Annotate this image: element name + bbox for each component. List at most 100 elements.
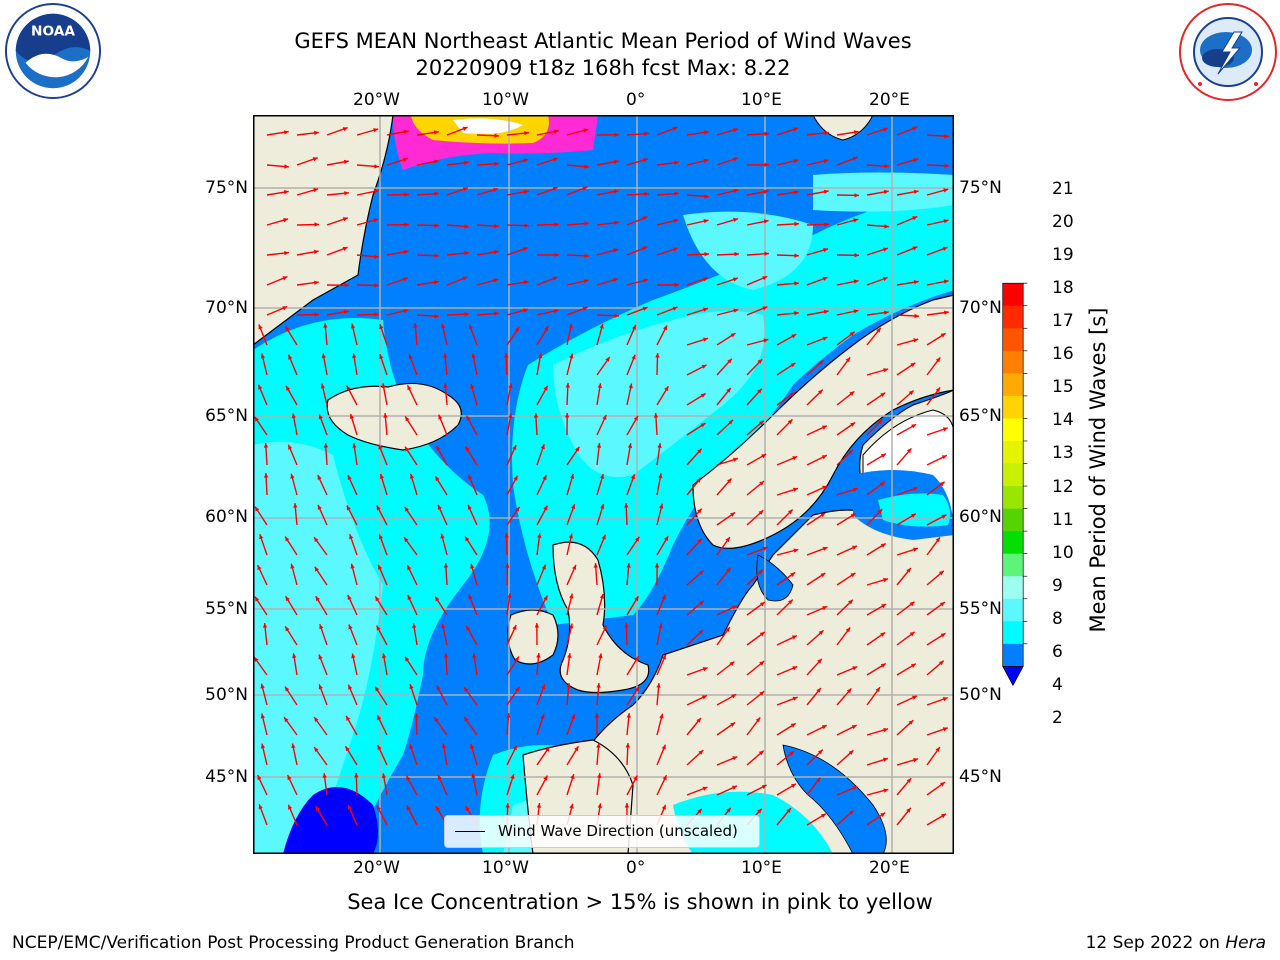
wind-wave-arrowhead [653, 413, 659, 418]
lat-tick-left: 65°N [205, 406, 248, 426]
wind-wave-arrowhead [700, 423, 706, 428]
wind-wave-arrowhead [292, 653, 297, 659]
lat-tick-left: 60°N [205, 507, 248, 527]
wind-wave-arrowhead [944, 134, 949, 139]
wind-wave-arrowhead [759, 632, 765, 637]
map-panel [253, 115, 954, 854]
wind-wave-arrowhead [601, 534, 606, 540]
wind-wave-arrowhead [412, 623, 417, 629]
wind-wave-arrowhead [283, 190, 289, 195]
wind-wave-arrowhead [883, 127, 888, 132]
wind-wave-arrowhead [939, 602, 945, 607]
wind-wave-arrowhead [624, 803, 630, 808]
wind-wave-arrowhead [726, 807, 731, 813]
wind-wave-arrowhead [845, 627, 851, 633]
wind-wave-arrowhead [757, 359, 763, 364]
wind-wave-arrowhead [409, 744, 414, 750]
wind-wave-arrowhead [726, 387, 731, 393]
colorbar-tick-label: 10 [1052, 542, 1074, 563]
wind-wave-arrowhead [403, 308, 409, 314]
wind-wave-arrowhead [545, 746, 550, 752]
wind-wave-arrowhead [464, 312, 469, 317]
wind-wave-arrowhead [494, 161, 499, 167]
wind-wave-arrowhead [441, 323, 446, 329]
wind-wave-arrowhead [794, 190, 799, 195]
wind-wave-arrowhead [733, 457, 738, 462]
wind-wave-arrowhead [441, 623, 446, 629]
wind-wave-arrowhead [911, 424, 917, 429]
sea-ice-region [453, 118, 523, 134]
wind-wave-arrowhead [913, 758, 919, 763]
wind-wave-arrowhead [853, 309, 859, 314]
colorbar-extend-arrow [1002, 666, 1024, 687]
wind-wave-arrowhead [373, 218, 379, 223]
lon-tick-top: 0° [626, 90, 646, 110]
wind-wave-arrowhead [793, 548, 799, 553]
wind-wave-arrowhead [322, 773, 327, 778]
wind-wave-arrowhead [406, 805, 411, 811]
wind-wave-arrowhead [493, 250, 499, 255]
colorbar-tick-label: 13 [1052, 443, 1074, 464]
wind-wave-arrowhead [698, 630, 704, 635]
wind-wave-arrowhead [912, 246, 918, 251]
colorbar-swatch [1002, 328, 1024, 352]
wind-wave-arrowhead [853, 130, 859, 135]
wind-wave-arrowhead [540, 444, 545, 450]
wind-wave-arrowhead [436, 685, 441, 691]
wind-wave-arrowhead [538, 353, 543, 359]
noaa-logo: NOAA [4, 2, 102, 100]
wind-wave-arrowhead [657, 443, 662, 448]
wind-wave-arrowhead [594, 713, 600, 718]
wind-wave-arrowhead [524, 131, 529, 136]
wind-wave-arrowhead [698, 750, 704, 755]
wind-wave-arrowhead [704, 252, 709, 257]
wind-wave-arrowhead [565, 383, 570, 388]
wind-wave-arrowhead [880, 392, 886, 397]
wind-wave-arrowhead [877, 509, 883, 514]
wind-wave-arrowhead [505, 803, 510, 808]
date-stamp-text: 12 Sep 2022 on [1085, 933, 1220, 953]
wind-wave-arrowhead [883, 728, 889, 733]
wind-wave-arrowhead [584, 253, 589, 258]
wind-wave-arrowhead [700, 393, 706, 398]
wind-wave-arrowhead [852, 156, 858, 161]
wind-wave-arrowhead [664, 386, 669, 392]
wind-wave-arrowhead [935, 387, 941, 393]
wind-wave-arrowhead [376, 625, 381, 631]
wind-wave-arrowhead [522, 247, 528, 252]
wind-wave-arrowhead [758, 750, 764, 756]
wind-wave-arrowhead [283, 218, 289, 223]
colorbar-tick-label: 20 [1052, 212, 1074, 233]
date-stamp: 12 Sep 2022 on Hera [1086, 933, 1266, 953]
colorbar-tick-label: 6 [1052, 641, 1063, 662]
wind-wave-arrowhead [348, 804, 352, 810]
wind-wave-arrowhead [912, 487, 918, 492]
wave-period-region [878, 493, 951, 527]
wind-wave-arrowhead [883, 368, 889, 373]
wind-wave-arrowhead [374, 254, 379, 259]
wind-wave-arrowhead [730, 722, 736, 727]
wind-wave-arrowhead [315, 596, 320, 602]
wind-wave-arrowhead [906, 807, 911, 813]
wind-wave-arrowhead [659, 503, 664, 509]
map-subtitle: 20220909 t18z 168h fcst Max: 8.22 [415, 56, 791, 80]
wind-wave-arrowhead [733, 128, 739, 133]
wind-wave-arrowhead [674, 191, 679, 196]
wind-wave-arrowhead [541, 564, 546, 570]
wind-wave-arrowhead [288, 804, 293, 810]
ireland-land [507, 609, 559, 665]
wind-wave-arrowhead [599, 473, 605, 479]
wind-wave-arrowhead [569, 353, 574, 359]
wind-wave-arrowhead [542, 475, 547, 481]
wind-wave-arrowhead [880, 812, 886, 817]
wind-wave-arrowhead [822, 276, 828, 281]
wind-wave-arrowhead [624, 503, 629, 508]
wind-wave-arrowhead [523, 308, 529, 313]
wind-wave-arrowhead [437, 504, 442, 510]
wind-wave-arrowhead [554, 252, 559, 258]
lon-tick-bottom: 10°E [741, 858, 782, 878]
wind-wave-arrowhead [403, 249, 409, 255]
map-legend: Wind Wave Direction (unscaled) [444, 815, 760, 848]
wind-wave-arrowhead [763, 338, 769, 343]
wind-wave-arrowhead [381, 653, 387, 659]
